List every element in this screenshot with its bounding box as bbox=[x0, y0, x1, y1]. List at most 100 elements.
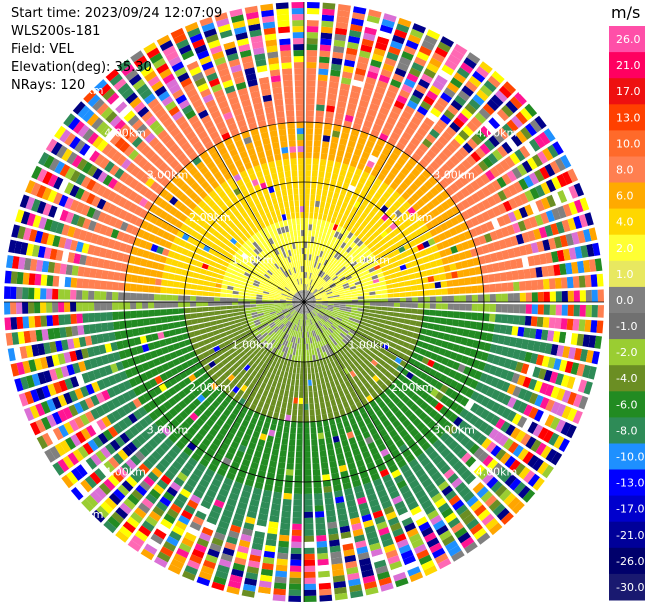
radar-gate bbox=[107, 322, 115, 331]
radar-gate bbox=[434, 183, 444, 193]
radar-gate bbox=[524, 103, 538, 117]
radar-gate bbox=[255, 372, 262, 380]
radar-gate bbox=[341, 439, 349, 447]
radar-gate bbox=[288, 316, 294, 322]
radar-gate bbox=[330, 399, 337, 407]
radar-gate bbox=[344, 176, 352, 185]
radar-gate bbox=[140, 258, 148, 267]
radar-gate bbox=[452, 253, 461, 262]
radar-gate bbox=[409, 571, 424, 583]
radar-gate bbox=[14, 240, 23, 254]
radar-gate bbox=[349, 283, 356, 288]
radar-gate bbox=[349, 258, 356, 265]
radar-gate bbox=[41, 260, 50, 273]
radar-gate bbox=[288, 307, 294, 311]
radar-gate bbox=[147, 98, 160, 110]
radar-gate bbox=[170, 558, 185, 570]
radar-gate bbox=[154, 556, 168, 568]
radar-gate bbox=[334, 260, 341, 267]
radar-gate bbox=[365, 76, 377, 86]
radar-gate bbox=[478, 235, 487, 245]
radar-gate bbox=[148, 302, 155, 309]
radar-gate bbox=[211, 325, 219, 331]
radar-gate bbox=[292, 511, 302, 518]
radar-gate bbox=[157, 145, 168, 157]
radar-gate bbox=[346, 566, 359, 575]
radar-gate bbox=[339, 293, 346, 297]
radar-gate bbox=[244, 310, 252, 314]
radar-gate bbox=[434, 140, 445, 151]
radar-gate bbox=[168, 387, 177, 396]
radar-gate bbox=[379, 196, 388, 205]
radar-gate bbox=[123, 200, 133, 211]
radar-gate bbox=[590, 274, 598, 287]
radar-gate bbox=[370, 548, 383, 557]
radar-gate bbox=[406, 248, 414, 256]
radar-gate bbox=[264, 483, 273, 492]
radar-gate bbox=[304, 451, 311, 458]
radar-gate bbox=[273, 147, 281, 155]
radar-gate bbox=[328, 375, 334, 382]
radar-gate bbox=[159, 40, 174, 52]
radar-gate bbox=[214, 287, 221, 293]
radar-gate bbox=[157, 331, 165, 340]
radar-gate bbox=[482, 103, 495, 116]
radar-gate bbox=[171, 174, 181, 185]
radar-gate bbox=[145, 370, 154, 380]
radar-gate bbox=[169, 329, 177, 337]
radar-gate bbox=[297, 146, 304, 153]
radar-gate bbox=[407, 267, 415, 274]
radar-gate bbox=[284, 287, 290, 292]
radar-gate bbox=[291, 267, 295, 274]
radar-gate bbox=[263, 206, 270, 214]
radar-gate bbox=[388, 195, 397, 204]
radar-gate bbox=[301, 343, 304, 350]
radar-gate bbox=[372, 278, 380, 284]
radar-gate bbox=[231, 568, 244, 578]
radar-gate bbox=[296, 331, 299, 338]
radar-gate bbox=[118, 184, 128, 196]
radar-gate bbox=[509, 259, 518, 270]
radar-gate bbox=[84, 146, 96, 160]
radar-gate bbox=[293, 44, 304, 51]
radar-gate bbox=[518, 178, 529, 191]
radar-gate bbox=[194, 432, 204, 442]
radar-gate bbox=[290, 310, 296, 315]
radar-gate bbox=[295, 349, 299, 356]
radar-gate bbox=[325, 233, 330, 241]
radar-gate bbox=[342, 222, 349, 230]
radar-gate bbox=[168, 433, 179, 444]
radar-gate bbox=[543, 128, 556, 142]
radar-gate bbox=[334, 205, 341, 213]
radar-gate bbox=[316, 540, 328, 548]
radar-gate bbox=[289, 341, 293, 349]
radar-gate bbox=[139, 446, 150, 458]
radar-gate bbox=[572, 276, 580, 288]
radar-gate bbox=[306, 284, 308, 291]
radar-gate bbox=[362, 32, 376, 42]
radar-gate bbox=[439, 222, 449, 232]
radar-gate bbox=[109, 439, 121, 452]
radar-gate bbox=[423, 290, 430, 296]
radar-gate bbox=[268, 294, 275, 297]
radar-gate bbox=[227, 163, 236, 172]
radar-gate bbox=[276, 8, 289, 16]
radar-gate bbox=[15, 209, 25, 223]
radar-gate bbox=[295, 451, 303, 458]
radar-gate bbox=[265, 384, 271, 392]
radar-gate bbox=[241, 211, 249, 219]
radar-gate bbox=[256, 304, 263, 307]
radar-gate bbox=[337, 212, 343, 220]
radar-gate bbox=[306, 56, 317, 63]
radar-gate bbox=[270, 331, 276, 338]
radar-gate bbox=[293, 188, 299, 195]
radar-gate bbox=[305, 325, 307, 332]
radar-gate bbox=[218, 100, 229, 110]
radar-gate bbox=[241, 490, 251, 499]
radar-gate bbox=[309, 299, 316, 302]
radar-gate bbox=[228, 320, 236, 326]
radar-gate bbox=[347, 412, 354, 420]
radar-gate bbox=[214, 263, 222, 269]
radar-gate bbox=[262, 234, 268, 242]
radar-gate bbox=[147, 471, 159, 483]
